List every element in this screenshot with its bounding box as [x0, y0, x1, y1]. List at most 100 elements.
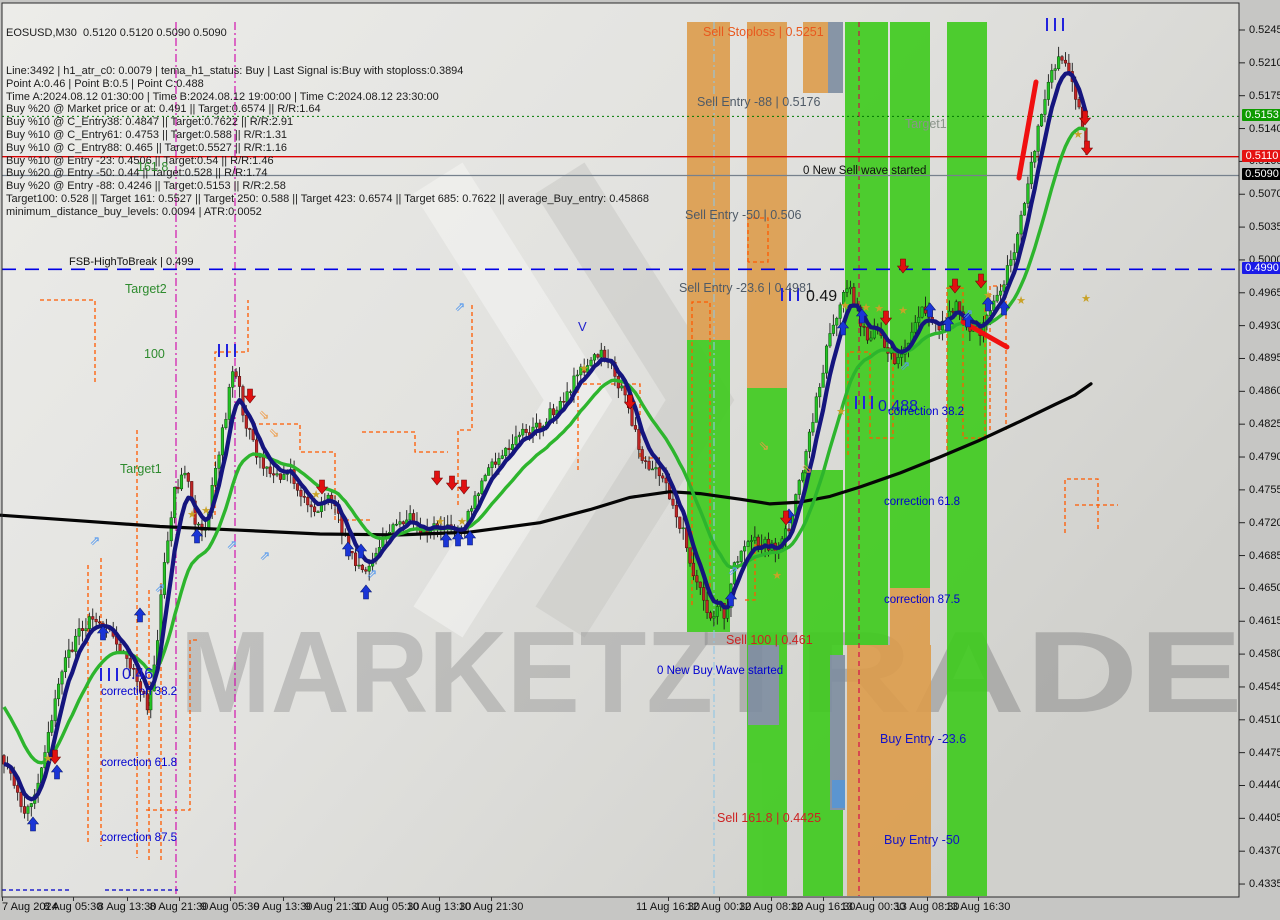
buy-arrow-icon [997, 300, 1011, 316]
star-marker-icon: ★ [898, 305, 908, 317]
ne-arrow-icon: ⇗ [455, 299, 466, 314]
sell-arrow-icon [879, 310, 893, 326]
ne-arrow-icon: ⇗ [728, 563, 739, 578]
wave-tick-marks [116, 668, 118, 681]
star-marker-icon: ★ [201, 505, 211, 517]
x-axis-tick [179, 897, 180, 901]
price-scale[interactable]: 0.52450.52100.51750.51400.51050.50700.50… [1241, 0, 1280, 897]
x-axis-tick [73, 897, 74, 901]
buy-arrow-icon [724, 591, 738, 607]
price-badge-0.5153: 0.5153 [1242, 109, 1280, 122]
annotation-new-buy-wave[interactable]: 0 New Buy Wave started [657, 665, 784, 677]
annotation-level-1618[interactable]: 161.8 [137, 160, 169, 174]
annotation-fsb-high-to-break[interactable]: FSB-HighToBreak | 0.499 [69, 256, 194, 268]
annotation-target1-right[interactable]: Target1 [905, 117, 947, 131]
annotation-corr-875-right[interactable]: correction 87.5 [884, 594, 961, 606]
y-axis-label: 0.4650 [1249, 582, 1280, 595]
annotation-sell-1618[interactable]: Sell 161.8 | 0.4425 [717, 811, 822, 825]
annotation-new-sell-wave[interactable]: 0 New Sell wave started [803, 165, 927, 177]
annotation-corr-875-left[interactable]: correction 87.5 [101, 832, 178, 844]
info-line-12: minimum_distance_buy_levels: 0.0094 | AT… [6, 205, 262, 218]
star-marker-icon: ★ [435, 516, 445, 528]
y-axis-label: 0.4370 [1249, 845, 1280, 858]
buy-arrow-icon [923, 302, 937, 318]
y-axis-label: 0.4930 [1249, 319, 1280, 332]
y-axis-label: 0.4475 [1249, 746, 1280, 759]
info-line-5: Buy %10 @ C_Entry38: 0.4847 || Target:0.… [6, 116, 294, 129]
buy-arrow-icon [855, 308, 869, 324]
wave-tick-marks [218, 344, 220, 357]
x-axis-tick [823, 897, 824, 901]
sell-arrow-icon [779, 510, 793, 526]
annotation-sell-entry-50[interactable]: Sell Entry -50 | 0.506 [685, 208, 802, 222]
x-axis-tick [334, 897, 335, 901]
annotation-sell-stoploss[interactable]: Sell Stoploss | 0.5251 [703, 25, 824, 39]
x-axis-label: 10 Aug 13:30 [406, 901, 472, 913]
wave-tick-marks [781, 288, 783, 301]
buy-arrow-icon [439, 532, 453, 548]
annotation-price-046[interactable]: 0.46 [122, 666, 154, 683]
x-axis-label: 10 Aug 21:30 [458, 901, 524, 913]
annotation-corr-382-left[interactable]: correction 38.2 [101, 686, 178, 698]
orange-zone-band [747, 22, 787, 388]
annotation-buy-entry-236[interactable]: Buy Entry -23.6 [880, 732, 967, 746]
wave-tick-marks [1054, 18, 1056, 31]
annotation-target2-left[interactable]: Target2 [125, 282, 167, 296]
x-axis-tick [491, 897, 492, 901]
info-line-3: Time A:2024.08.12 01:30:00 | Time B:2024… [6, 90, 439, 103]
plot-background [2, 3, 1239, 897]
slate-zone-band [748, 645, 779, 725]
annotation-price-049[interactable]: 0.49 [806, 288, 838, 305]
star-marker-icon: ★ [1016, 295, 1026, 307]
x-axis-label: 10 Aug 05:30 [354, 901, 420, 913]
buy-arrow-icon [359, 584, 373, 600]
star-marker-icon: ★ [983, 290, 993, 302]
star-marker-icon: ★ [311, 489, 321, 501]
info-line-7: Buy %10 @ C_Entry88: 0.465 || Target:0.5… [6, 141, 288, 154]
x-axis-label: 9 Aug 05:30 [200, 901, 260, 913]
se-arrow-icon: ⇘ [802, 461, 813, 476]
y-axis-label: 0.5070 [1249, 188, 1280, 201]
star-marker-icon: ★ [874, 303, 884, 315]
trend-segment-0[interactable] [1016, 79, 1039, 181]
y-axis-label: 0.4545 [1249, 680, 1280, 693]
x-axis-tick [2, 897, 3, 901]
annotation-sell-entry-236[interactable]: Sell Entry -23.6 | 0.4981 [679, 281, 813, 295]
annotation-price-0488[interactable]: 0.488 [878, 398, 919, 415]
green-zone-band [747, 388, 787, 896]
x-axis-label: 13 Aug 08:30 [894, 901, 960, 913]
ne-arrow-icon: ⇗ [367, 566, 378, 581]
signal-arrows: ★★ ★★★ ★★★★★ ★ ★ ★★ ★★★⇗⇗⇗⇗⇗ ⇗⇗⇗⇗⇘⇘⇘⇘ [26, 18, 1094, 832]
blue-zone-band [832, 780, 845, 808]
price-badge-0.5090: 0.5090 [1242, 168, 1280, 181]
annotation-corr-618-left[interactable]: correction 61.8 [101, 757, 178, 769]
green-zone-band [947, 22, 987, 896]
orange-zone-band [847, 645, 931, 896]
star-marker-icon: ★ [861, 302, 871, 314]
annotation-v-mark[interactable]: V [578, 319, 587, 334]
annotation-sell-100[interactable]: Sell 100 | 0.461 [726, 633, 813, 647]
star-marker-icon: ★ [43, 753, 53, 765]
ma-fast-navy [3, 71, 1088, 802]
annotation-corr-382-right[interactable]: correction 38.2 [888, 406, 965, 418]
time-axis[interactable]: 7 Aug 2024 8 Aug 05:30 8 Aug 13:30 8 Aug 21… [0, 897, 1280, 920]
annotation-buy-entry-50[interactable]: Buy Entry -50 [884, 833, 960, 847]
annotation-corr-618-right[interactable]: correction 61.8 [884, 496, 961, 508]
star-marker-icon: ★ [840, 300, 850, 312]
x-axis-label: 12 Aug 00:30 [686, 901, 752, 913]
y-axis-label: 0.4580 [1249, 648, 1280, 661]
x-axis-tick [283, 897, 284, 901]
y-axis-label: 0.4510 [1249, 713, 1280, 726]
buy-arrow-icon [133, 607, 147, 623]
annotation-target1-left[interactable]: Target1 [120, 462, 162, 476]
wave-tick-marks [863, 396, 865, 409]
annotation-sell-entry-88[interactable]: Sell Entry -88 | 0.5176 [697, 95, 821, 109]
buy-arrow-icon [451, 531, 465, 547]
orange-zone-band [803, 22, 828, 93]
y-axis-label: 0.5210 [1249, 56, 1280, 69]
slate-zone-band [828, 22, 843, 93]
annotation-level-100[interactable]: 100 [144, 347, 165, 361]
buy-arrow-icon [96, 625, 110, 641]
